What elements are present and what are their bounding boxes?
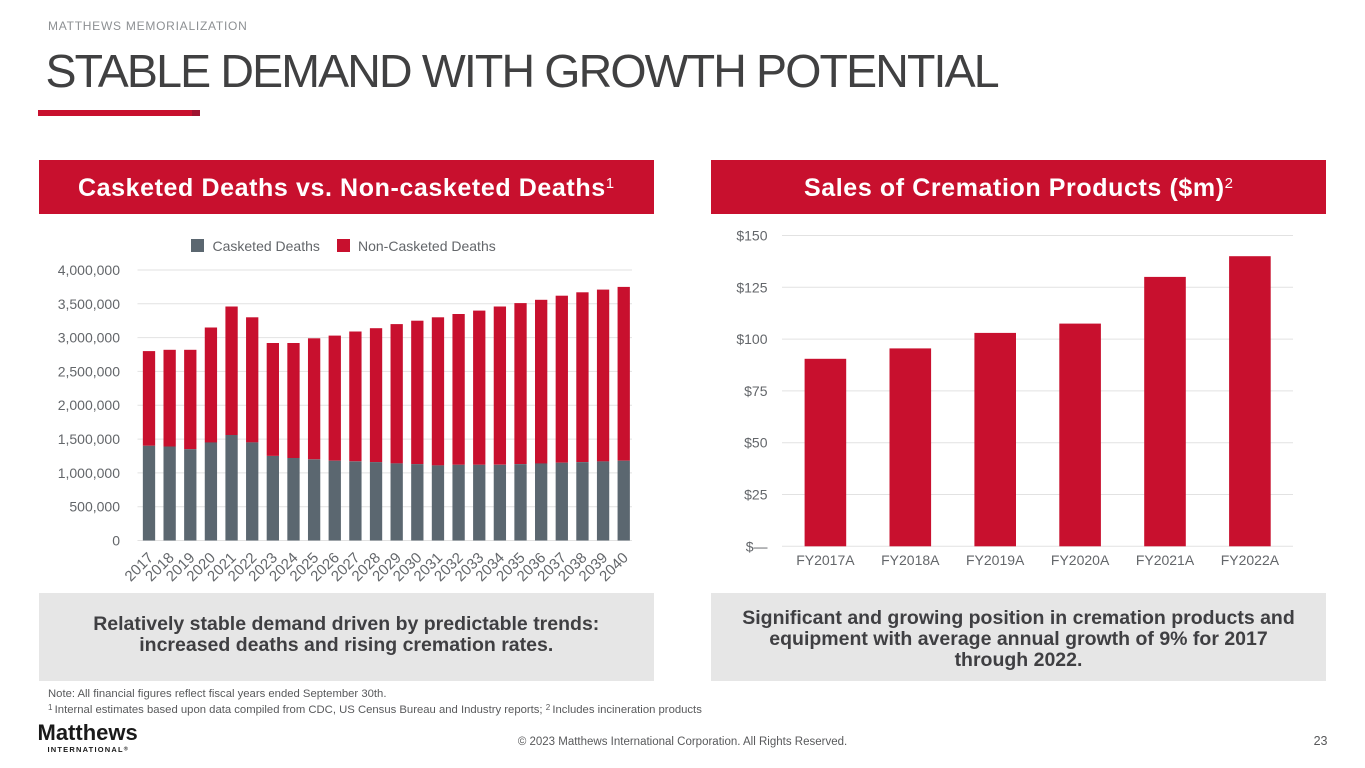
svg-text:3,500,000: 3,500,000 [58,296,120,312]
svg-text:$—: $— [746,538,768,554]
svg-text:$125: $125 [736,279,767,295]
svg-text:FY2017A: FY2017A [796,552,855,568]
svg-text:4,000,000: 4,000,000 [58,262,120,278]
svg-text:1,000,000: 1,000,000 [58,465,120,481]
svg-text:$25: $25 [744,487,768,503]
svg-text:FY2019A: FY2019A [966,552,1025,568]
svg-text:FY2018A: FY2018A [881,552,940,568]
svg-text:0: 0 [112,533,120,549]
svg-text:$150: $150 [736,228,767,244]
svg-text:$75: $75 [744,383,768,399]
svg-text:3,000,000: 3,000,000 [58,330,120,346]
svg-text:1,500,000: 1,500,000 [58,431,120,447]
svg-text:$100: $100 [736,331,767,347]
svg-text:FY2022A: FY2022A [1221,552,1280,568]
svg-text:2,500,000: 2,500,000 [58,363,120,379]
svg-text:FY2020A: FY2020A [1051,552,1110,568]
svg-text:$50: $50 [744,435,768,451]
svg-text:2,000,000: 2,000,000 [58,397,120,413]
svg-text:500,000: 500,000 [69,499,120,515]
svg-text:FY2021A: FY2021A [1136,552,1195,568]
